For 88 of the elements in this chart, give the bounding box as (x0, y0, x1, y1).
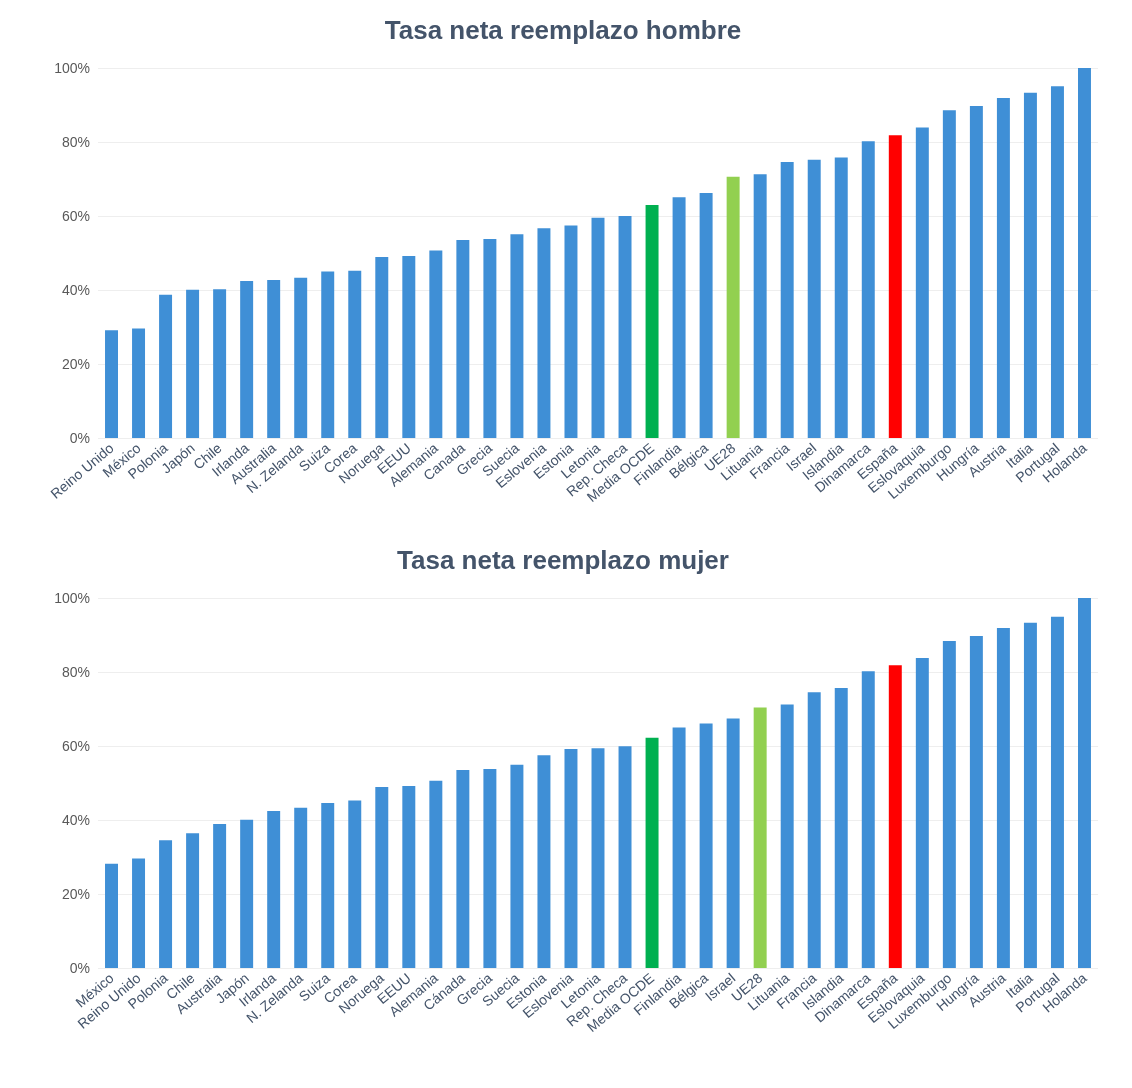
bar (321, 271, 335, 438)
bar (240, 281, 254, 438)
bar (564, 225, 578, 438)
bar (321, 802, 335, 968)
bar (942, 640, 956, 968)
bar (375, 257, 389, 438)
bar (402, 255, 416, 438)
bar (294, 277, 308, 438)
bar (456, 240, 470, 438)
y-tick-label: 100% (54, 590, 90, 606)
y-tick-label: 20% (61, 886, 90, 902)
bar (618, 216, 632, 438)
bar (267, 280, 281, 438)
bar (1078, 598, 1091, 968)
bar (159, 294, 173, 438)
chart-title: Tasa neta reemplazo hombre (384, 15, 742, 45)
bar (699, 193, 713, 438)
bar (402, 785, 416, 968)
bar (861, 671, 875, 968)
y-tick-label: 0% (69, 430, 90, 446)
bar (834, 157, 848, 438)
chart-title: Tasa neta reemplazo mujer (397, 545, 729, 575)
bar (861, 141, 875, 438)
bar (456, 770, 470, 968)
bar (510, 764, 524, 968)
bar (726, 176, 740, 438)
bar (726, 718, 740, 968)
bar (132, 328, 146, 438)
bar (483, 768, 497, 968)
y-tick-label: 100% (54, 60, 90, 76)
bar (132, 858, 146, 968)
bar (240, 819, 254, 968)
bar (753, 174, 767, 438)
bar (483, 238, 497, 438)
bar (969, 106, 983, 438)
bar (267, 811, 281, 968)
bar (429, 250, 443, 438)
bar (591, 217, 605, 438)
bar (159, 840, 173, 968)
bar (996, 97, 1010, 438)
bar (888, 665, 902, 968)
bar (105, 863, 118, 968)
bar (537, 755, 551, 968)
y-tick-label: 40% (61, 812, 90, 828)
bar (1050, 616, 1064, 968)
bar (510, 234, 524, 438)
bar (1050, 86, 1064, 438)
bar (1078, 68, 1091, 438)
y-tick-label: 60% (61, 738, 90, 754)
bar (942, 110, 956, 438)
bar (645, 737, 659, 968)
bar (348, 270, 362, 438)
bar (834, 687, 848, 968)
bar (186, 289, 200, 438)
bar (915, 657, 929, 968)
bar (105, 330, 118, 438)
y-tick-label: 80% (61, 134, 90, 150)
bar (672, 197, 686, 438)
bar (348, 800, 362, 968)
bar (375, 787, 389, 968)
bar (888, 135, 902, 438)
y-tick-label: 80% (61, 664, 90, 680)
bar (537, 228, 551, 438)
bar (699, 723, 713, 968)
bar (969, 636, 983, 968)
bar (996, 627, 1010, 968)
bar (213, 824, 227, 968)
bar (591, 748, 605, 968)
bar (1023, 622, 1037, 968)
bar (618, 746, 632, 968)
bar (672, 727, 686, 968)
bar (753, 707, 767, 968)
bar (213, 289, 227, 438)
bar (645, 204, 659, 438)
bar (780, 161, 794, 438)
bar (429, 780, 443, 968)
bar (915, 127, 929, 438)
bar (807, 159, 821, 438)
bar (807, 692, 821, 968)
bar (564, 748, 578, 968)
bar (294, 807, 308, 968)
bar (780, 704, 794, 968)
y-tick-label: 20% (61, 356, 90, 372)
y-tick-label: 60% (61, 208, 90, 224)
bar (1023, 92, 1037, 438)
bar (186, 833, 200, 968)
y-tick-label: 40% (61, 282, 90, 298)
y-tick-label: 0% (69, 960, 90, 976)
